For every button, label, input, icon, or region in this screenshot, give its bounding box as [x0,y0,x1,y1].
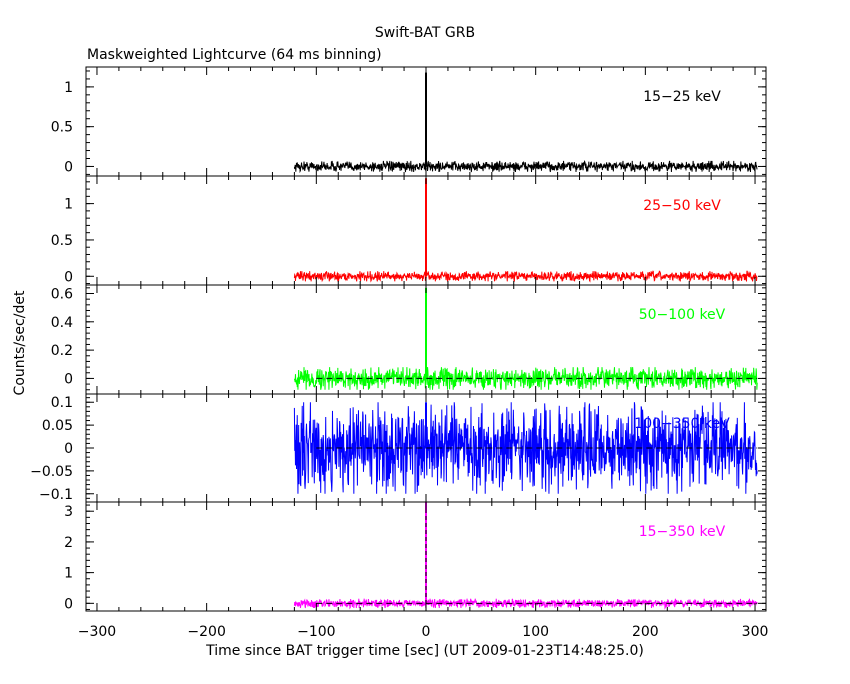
panels-group: 0 0.5 1 15−25 keV 0 0.5 1 25−50 keV 0 0.2 0.4 0.6 50… [30,66,769,640]
band-label-100-350-keV: 100−350 keV [634,416,730,432]
y-tick-label: 1 [64,80,73,96]
x-tick-label: −200 [187,624,225,640]
y-tick-label: 3 [64,504,73,520]
band-label-15-25-keV: 15−25 keV [643,89,721,105]
x-tick-label: 100 [522,624,549,640]
y-tick-label: 0.4 [51,315,73,331]
y-tick-label: −0.05 [30,464,73,480]
x-tick-label: 0 [422,624,431,640]
x-tick-label: 300 [742,624,769,640]
series-trace-25-50-keV [293,270,758,283]
y-tick-label: 1 [64,197,73,213]
y-tick-label: 1 [64,566,73,582]
y-tick-label: 0 [64,269,73,285]
y-tick-label: 0.5 [51,120,73,136]
y-tick-label: 0 [64,159,73,175]
y-tick-label: 0 [64,596,73,612]
y-tick-label: 2 [64,535,73,551]
y-tick-label: −0.1 [39,487,73,503]
chart-subtitle: Maskweighted Lightcurve (64 ms binning) [87,47,382,63]
band-label-15-350-keV: 15−350 keV [639,524,726,540]
y-tick-label: 0.5 [51,233,73,249]
y-axis-label: Counts/sec/det [12,290,28,395]
y-tick-label: 0.1 [51,395,73,411]
band-label-50-100-keV: 50−100 keV [639,307,726,323]
y-tick-label: 0 [64,371,73,387]
x-tick-label: −100 [297,624,335,640]
band-label-25-50-keV: 25−50 keV [643,198,721,214]
y-tick-label: 0.2 [51,343,73,359]
series-trace-100-350-keV [293,402,758,494]
x-tick-label: 200 [632,624,659,640]
y-tick-label: 0.05 [42,418,73,434]
series-trace-15-25-keV [293,160,758,174]
y-tick-label: 0 [64,441,73,457]
chart-title: Swift-BAT GRB [375,25,475,41]
x-axis-label: Time since BAT trigger time [sec] (UT 20… [205,643,644,659]
y-tick-label: 0.6 [51,286,73,302]
x-tick-label: −300 [78,624,116,640]
